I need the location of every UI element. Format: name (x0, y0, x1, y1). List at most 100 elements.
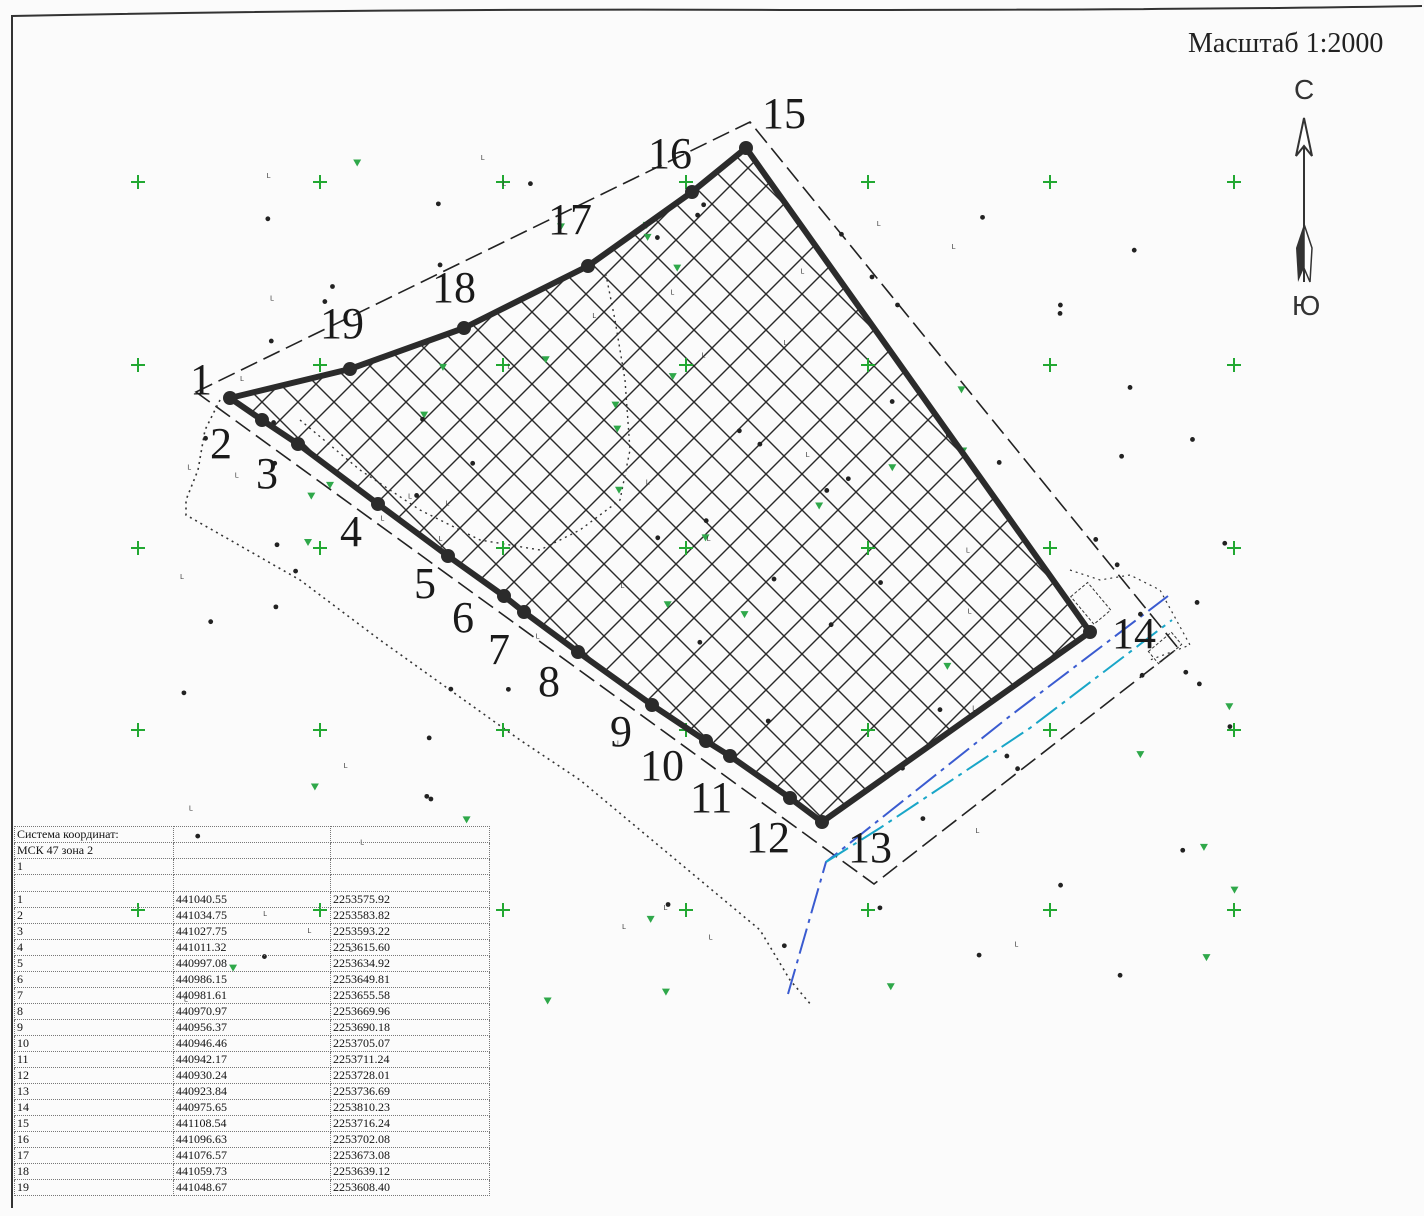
table-cell: 441059.73 (173, 1163, 331, 1180)
survey-dot (322, 299, 328, 304)
vertex-label: 14 (1112, 609, 1156, 658)
table-cell (330, 842, 490, 859)
survey-dot (1004, 753, 1010, 759)
survey-dot (845, 476, 851, 482)
vertex-label: 3 (256, 449, 278, 498)
spot-mark: L (976, 828, 980, 835)
grid-cross-icon (496, 175, 510, 189)
table-row: 6 440986.15 2253649.81 (14, 971, 490, 988)
spot-mark: L (1015, 942, 1019, 949)
grid-cross-icon (861, 903, 875, 917)
table-cell: 8 (14, 1003, 174, 1020)
grid-cross-icon (1227, 541, 1241, 555)
spot-mark: L (408, 493, 412, 500)
tree-marker-icon (611, 401, 620, 409)
table-cell (173, 858, 331, 875)
table-row: Система координат: (14, 826, 490, 843)
survey-dot (1183, 669, 1189, 675)
table-cell: 19 (14, 1179, 174, 1196)
table-cell: 440930.24 (173, 1067, 331, 1084)
grid-cross-icon (1043, 175, 1057, 189)
grid-cross-icon (861, 723, 875, 737)
spot-mark: L (806, 452, 810, 459)
survey-dot (1114, 562, 1120, 568)
table-cell: 2253669.96 (330, 1003, 490, 1020)
tree-marker-icon (541, 356, 550, 364)
survey-dot (1138, 611, 1143, 617)
grid-cross-icon (131, 358, 145, 372)
survey-dot (428, 796, 434, 802)
spot-mark: L (235, 472, 239, 479)
tree-marker-icon (310, 783, 319, 791)
survey-dot (765, 718, 771, 724)
table-row: 4 441011.32 2253615.60 (14, 939, 490, 956)
vertex-label: 5 (414, 559, 436, 608)
grid-cross-icon (496, 358, 510, 372)
grid-cross-icon (313, 723, 327, 737)
table-cell: 2253728.01 (330, 1067, 490, 1084)
survey-dot (293, 568, 298, 574)
spot-mark: L (972, 706, 976, 713)
spot-mark: L (536, 634, 540, 641)
vertex-label: 19 (320, 299, 364, 348)
table-cell: 2253639.12 (330, 1163, 490, 1180)
tree-marker-icon (815, 502, 824, 510)
survey-dot (1093, 537, 1099, 542)
grid-cross-icon (861, 541, 875, 555)
survey-dot (272, 460, 278, 466)
survey-dot (781, 943, 787, 949)
table-row: 7 440981.61 2253655.58 (14, 987, 490, 1004)
table-cell: 18 (14, 1163, 174, 1180)
table-cell: 15 (14, 1115, 174, 1132)
tree-marker-icon (304, 539, 313, 547)
survey-dot (839, 231, 844, 237)
tree-marker-icon (1136, 751, 1145, 759)
table-cell: 6 (14, 971, 174, 988)
tree-marker-icon (353, 159, 362, 167)
table-cell: 440970.97 (173, 1003, 331, 1020)
grid-cross-icon (131, 723, 145, 737)
survey-dot (1127, 385, 1133, 390)
table-row: 14 440975.65 2253810.23 (14, 1099, 490, 1116)
survey-dot (426, 735, 432, 741)
spot-mark: L (952, 244, 956, 251)
vertex-marker (371, 497, 385, 511)
vertex-marker (783, 791, 797, 805)
grid-cross-icon (1043, 541, 1057, 555)
vertex-marker (645, 698, 659, 712)
survey-dot (1227, 724, 1233, 730)
survey-dot (448, 686, 454, 692)
survey-dot (1058, 882, 1063, 888)
spot-mark: L (702, 353, 706, 360)
table-cell: 2253615.60 (330, 939, 490, 956)
grid-cross-icon (496, 723, 510, 737)
south-label: Ю (1292, 290, 1321, 321)
table-cell: 2253649.81 (330, 971, 490, 988)
tree-marker-icon (673, 264, 682, 272)
grid-cross-icon (861, 358, 875, 372)
table-cell: 1 (14, 891, 174, 908)
survey-dot (1180, 847, 1186, 853)
dotted-contour-line (185, 399, 813, 1007)
tree-marker-icon (957, 386, 966, 394)
tree-marker-icon (943, 662, 952, 670)
dotted-contour-line (299, 269, 631, 551)
spot-mark: L (502, 180, 506, 187)
table-cell: 9 (14, 1019, 174, 1036)
vertex-marker (457, 321, 471, 335)
tree-marker-icon (886, 983, 895, 991)
table-cell: 1 (14, 858, 174, 875)
survey-dot (869, 274, 875, 280)
survey-dot (273, 604, 279, 610)
table-cell: Система координат: (14, 826, 174, 843)
table-row: МСК 47 зона 2 (14, 842, 490, 859)
survey-dot (703, 518, 709, 524)
table-row: 1 (14, 858, 490, 875)
survey-dot (654, 235, 660, 240)
tree-marker-icon (661, 988, 670, 996)
vertex-label: 7 (488, 625, 510, 674)
table-cell: 14 (14, 1099, 174, 1116)
spot-mark: L (380, 516, 384, 523)
spot-mark: L (671, 290, 675, 297)
table-cell: 2253705.07 (330, 1035, 490, 1052)
